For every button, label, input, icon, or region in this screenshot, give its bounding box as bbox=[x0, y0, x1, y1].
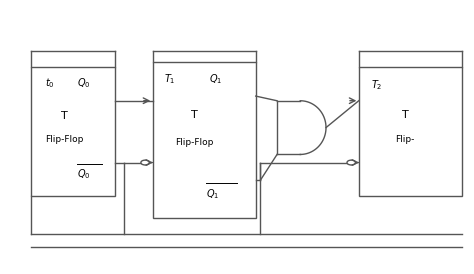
Text: $Q_0$: $Q_0$ bbox=[77, 76, 91, 90]
Text: Flip-Flop: Flip-Flop bbox=[46, 135, 84, 144]
Bar bbox=[359, 67, 462, 196]
Circle shape bbox=[141, 160, 149, 165]
Text: $T_1$: $T_1$ bbox=[164, 72, 176, 86]
Text: $Q_1$: $Q_1$ bbox=[206, 187, 219, 201]
Text: T: T bbox=[402, 110, 409, 120]
Bar bbox=[153, 62, 256, 218]
Text: Flip-Flop: Flip-Flop bbox=[175, 138, 213, 147]
Text: T: T bbox=[61, 111, 68, 121]
Text: $\mathit{t}_0$: $\mathit{t}_0$ bbox=[45, 76, 55, 90]
Text: $T_2$: $T_2$ bbox=[371, 78, 382, 92]
Text: $Q_1$: $Q_1$ bbox=[210, 72, 223, 86]
Circle shape bbox=[347, 160, 356, 165]
Text: T: T bbox=[191, 110, 197, 120]
Text: Flip-: Flip- bbox=[395, 135, 415, 144]
Bar bbox=[31, 67, 115, 196]
Text: $Q_0$: $Q_0$ bbox=[77, 167, 91, 181]
